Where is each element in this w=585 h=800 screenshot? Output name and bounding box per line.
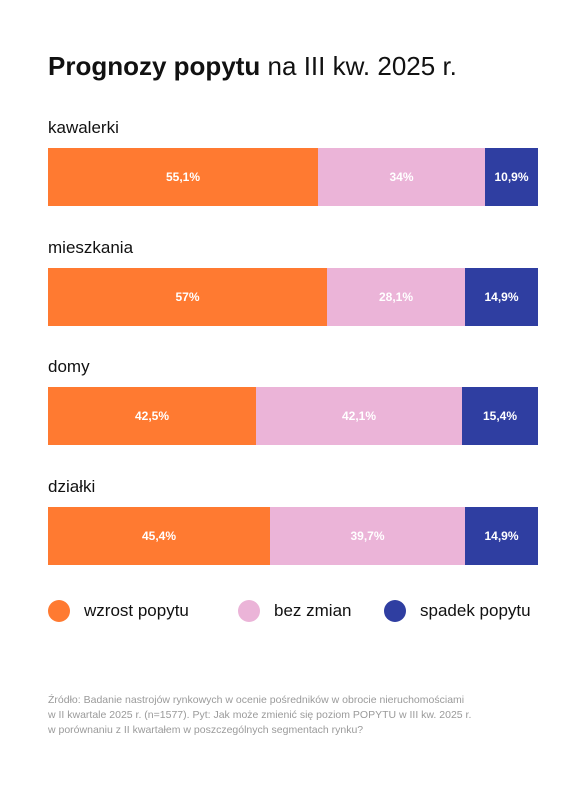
bar-segment-wzrost-popytu: 55,1% bbox=[48, 148, 318, 206]
data-label: 45,4% bbox=[141, 528, 177, 543]
source-note-line: Źródło: Badanie nastrojów rynkowych w oc… bbox=[48, 694, 465, 706]
bar-segment-wzrost-popytu: 42,5% bbox=[48, 387, 256, 445]
legend-item-wzrost: wzrost popytu bbox=[48, 598, 189, 624]
bar-segment-spadek-popytu: 15,4% bbox=[462, 387, 538, 445]
data-label: 39,7% bbox=[350, 528, 385, 543]
bar-segment-spadek-popytu: 14,9% bbox=[465, 267, 538, 326]
legend-swatch-bez-zmian bbox=[238, 600, 260, 622]
source-note-line: w porównaniu z II kwartałem w poszczegól… bbox=[48, 724, 364, 736]
data-label: 14,9% bbox=[484, 289, 519, 304]
data-label: 15,4% bbox=[482, 409, 518, 423]
bar-segment-bez-zmian: 34% bbox=[318, 148, 485, 206]
bar-dzialki: 45,4% 39,7% 14,9% bbox=[48, 506, 538, 565]
data-label: 34% bbox=[389, 170, 414, 184]
legend-label-spadek: spadek popytu bbox=[420, 601, 531, 620]
legend-label-bez-zmian: bez zmian bbox=[274, 601, 352, 620]
bar-segment-wzrost-popytu: 57% bbox=[48, 267, 327, 326]
chart-title-bold: Prognozy popytu bbox=[48, 51, 261, 81]
bar-kawalerki: 55,1% 34% 10,9% bbox=[48, 148, 538, 206]
source-note-line: w II kwartale 2025 r. (n=1577). Pyt: Jak… bbox=[48, 709, 472, 721]
data-label: 42,5% bbox=[134, 409, 170, 423]
data-label: 57% bbox=[175, 289, 200, 304]
category-label-kawalerki: kawalerki bbox=[48, 118, 119, 137]
legend-swatch-spadek bbox=[384, 600, 406, 622]
category-label-domy: domy bbox=[48, 357, 90, 376]
data-label: 28,1% bbox=[378, 289, 414, 304]
legend-label-wzrost: wzrost popytu bbox=[84, 601, 189, 620]
data-label: 42,1% bbox=[341, 409, 377, 423]
data-label: 10,9% bbox=[494, 170, 529, 184]
chart-title-rest: na III kw. 2025 r. bbox=[260, 51, 457, 81]
bar-segment-bez-zmian: 42,1% bbox=[256, 387, 462, 445]
data-label: 55,1% bbox=[165, 170, 201, 184]
legend-item-bez-zmian: bez zmian bbox=[238, 598, 351, 624]
legend-swatch-wzrost bbox=[48, 600, 70, 622]
bar-segment-bez-zmian: 28,1% bbox=[327, 267, 465, 326]
category-label-mieszkania: mieszkania bbox=[48, 237, 134, 257]
legend: wzrost popytu bez zmian spadek popytu bbox=[48, 598, 538, 624]
bar-mieszkania: 57% 28,1% 14,9% bbox=[48, 267, 538, 326]
bar-segment-wzrost-popytu: 45,4% bbox=[48, 506, 270, 565]
bar-domy: 42,5% 42,1% 15,4% bbox=[48, 387, 538, 445]
source-note: Źródło: Badanie nastrojów rynkowych w oc… bbox=[48, 693, 528, 738]
chart-title: Prognozy popytu na III kw. 2025 r. bbox=[48, 50, 457, 82]
legend-item-spadek: spadek popytu bbox=[384, 598, 531, 624]
bar-segment-bez-zmian: 39,7% bbox=[270, 506, 465, 565]
data-label: 14,9% bbox=[484, 528, 519, 543]
category-label-dzialki: działki bbox=[48, 476, 96, 496]
bar-segment-spadek-popytu: 10,9% bbox=[485, 148, 538, 206]
bar-segment-spadek-popytu: 14,9% bbox=[465, 506, 538, 565]
